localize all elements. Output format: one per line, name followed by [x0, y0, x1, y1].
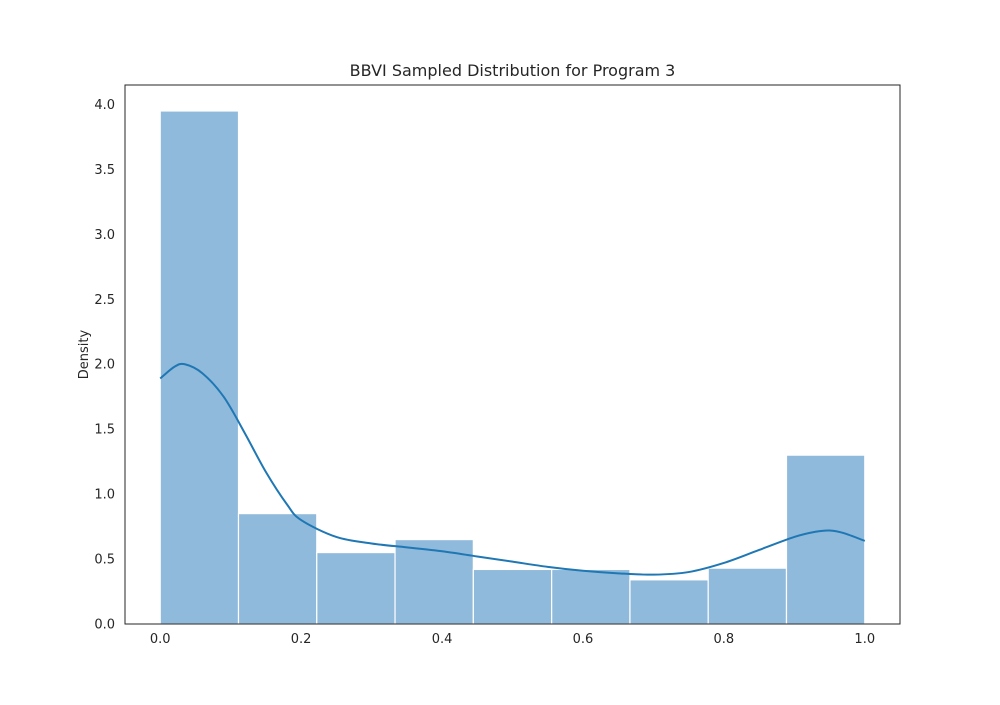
histogram-bar-2 [237, 512, 318, 625]
kde-curve [159, 362, 866, 576]
histogram-bar-7 [629, 579, 709, 625]
y-tick-label: 3.5 [94, 163, 115, 178]
x-axis-ticks: 0.0 0.2 0.4 0.6 0.8 1.0 [150, 632, 875, 647]
y-tick-label: 3.0 [94, 228, 115, 243]
histogram-bar-8 [707, 567, 788, 625]
y-axis-ticks: 0.0 0.5 1.0 1.5 2.0 2.5 3.0 3.5 4.0 [94, 98, 115, 633]
x-tick-label: 0.6 [573, 632, 594, 647]
chart-title: BBVI Sampled Distribution for Program 3 [350, 61, 676, 80]
x-tick-label: 0.8 [714, 632, 735, 647]
axes-frame [124, 84, 901, 625]
x-tick-label: 0.0 [150, 632, 171, 647]
histogram-bar-6 [551, 568, 631, 625]
kde-curve-group [159, 362, 866, 576]
y-tick-label: 4.0 [94, 98, 115, 113]
y-tick-label: 0.5 [94, 553, 115, 568]
histogram-bar-3 [316, 551, 396, 625]
y-tick-label: 1.5 [94, 423, 115, 438]
x-tick-label: 0.2 [291, 632, 312, 647]
x-tick-label: 0.4 [432, 632, 453, 647]
y-tick-label: 2.5 [94, 293, 115, 308]
y-tick-label: 0.0 [94, 618, 115, 633]
histogram-bar-5 [472, 568, 553, 625]
y-axis-label: Density [77, 329, 92, 379]
histogram-bar-9 [785, 454, 866, 625]
y-tick-label: 2.0 [94, 358, 115, 373]
histogram-bars [159, 110, 866, 625]
x-tick-label: 1.0 [854, 632, 875, 647]
histogram-bar-4 [394, 538, 474, 625]
y-tick-label: 1.0 [94, 488, 115, 503]
